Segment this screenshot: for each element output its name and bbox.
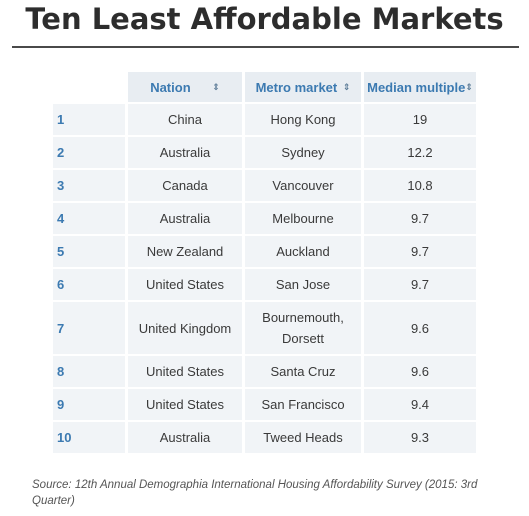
median-column-header[interactable]: Median multiple⇕ bbox=[364, 72, 476, 102]
metro-cell: Tweed Heads bbox=[245, 422, 361, 453]
table-row: 6 United States San Jose 9.7 bbox=[53, 269, 476, 300]
nation-header-label: Nation bbox=[150, 80, 191, 96]
metro-header-label: Metro market bbox=[255, 80, 338, 96]
metro-column-header[interactable]: Metro market ⇕ bbox=[245, 72, 361, 102]
nation-cell: United States bbox=[128, 269, 242, 300]
median-cell: 19 bbox=[364, 104, 476, 135]
sort-icon[interactable]: ⇕ bbox=[465, 82, 473, 93]
rank-cell: 8 bbox=[53, 356, 125, 387]
rank-cell: 6 bbox=[53, 269, 125, 300]
median-cell: 10.8 bbox=[364, 170, 476, 201]
table-header-row: Nation ⇕ Metro market ⇕ Median multiple⇕ bbox=[53, 72, 476, 102]
metro-cell: Santa Cruz bbox=[245, 356, 361, 387]
metro-cell: Bournemouth, Dorsett bbox=[245, 302, 361, 354]
table-row: 8 United States Santa Cruz 9.6 bbox=[53, 356, 476, 387]
table-row: 2 Australia Sydney 12.2 bbox=[53, 137, 476, 168]
sort-icon[interactable]: ⇕ bbox=[342, 82, 351, 93]
table-row: 3 Canada Vancouver 10.8 bbox=[53, 170, 476, 201]
rank-cell: 7 bbox=[53, 302, 125, 354]
metro-cell: San Francisco bbox=[245, 389, 361, 420]
source-note: Source: 12th Annual Demographia Internat… bbox=[32, 479, 478, 507]
median-cell: 12.2 bbox=[364, 137, 476, 168]
nation-cell: Australia bbox=[128, 203, 242, 234]
table-row: 10 Australia Tweed Heads 9.3 bbox=[53, 422, 476, 453]
nation-cell: United Kingdom bbox=[128, 302, 242, 354]
metro-cell: San Jose bbox=[245, 269, 361, 300]
rank-cell: 5 bbox=[53, 236, 125, 267]
median-cell: 9.7 bbox=[364, 269, 476, 300]
table-row: 5 New Zealand Auckland 9.7 bbox=[53, 236, 476, 267]
nation-cell: Canada bbox=[128, 170, 242, 201]
page-title: Ten Least Affordable Markets bbox=[25, 2, 504, 36]
table-row: 9 United States San Francisco 9.4 bbox=[53, 389, 476, 420]
rank-cell: 1 bbox=[53, 104, 125, 135]
nation-cell: China bbox=[128, 104, 242, 135]
rank-cell: 2 bbox=[53, 137, 125, 168]
metro-cell: Vancouver bbox=[245, 170, 361, 201]
metro-cell: Hong Kong bbox=[245, 104, 361, 135]
metro-cell: Melbourne bbox=[245, 203, 361, 234]
median-cell: 9.3 bbox=[364, 422, 476, 453]
table-row: 7 United Kingdom Bournemouth, Dorsett 9.… bbox=[53, 302, 476, 354]
rank-cell: 4 bbox=[53, 203, 125, 234]
sort-icon[interactable]: ⇕ bbox=[212, 82, 220, 93]
nation-cell: Australia bbox=[128, 422, 242, 453]
median-header-label: Median multiple bbox=[367, 80, 466, 96]
table-row: 4 Australia Melbourne 9.7 bbox=[53, 203, 476, 234]
markets-table: Nation ⇕ Metro market ⇕ Median multiple⇕… bbox=[50, 70, 479, 455]
metro-cell: Sydney bbox=[245, 137, 361, 168]
rank-cell: 9 bbox=[53, 389, 125, 420]
median-cell: 9.4 bbox=[364, 389, 476, 420]
median-cell: 9.6 bbox=[364, 356, 476, 387]
metro-cell: Auckland bbox=[245, 236, 361, 267]
nation-cell: New Zealand bbox=[128, 236, 242, 267]
table-row: 1 China Hong Kong 19 bbox=[53, 104, 476, 135]
title-underline bbox=[12, 46, 519, 48]
nation-cell: United States bbox=[128, 356, 242, 387]
nation-cell: United States bbox=[128, 389, 242, 420]
rank-cell: 3 bbox=[53, 170, 125, 201]
rank-cell: 10 bbox=[53, 422, 125, 453]
nation-cell: Australia bbox=[128, 137, 242, 168]
median-cell: 9.7 bbox=[364, 236, 476, 267]
median-cell: 9.7 bbox=[364, 203, 476, 234]
median-cell: 9.6 bbox=[364, 302, 476, 354]
nation-column-header[interactable]: Nation ⇕ bbox=[128, 72, 242, 102]
rank-header bbox=[53, 72, 125, 102]
